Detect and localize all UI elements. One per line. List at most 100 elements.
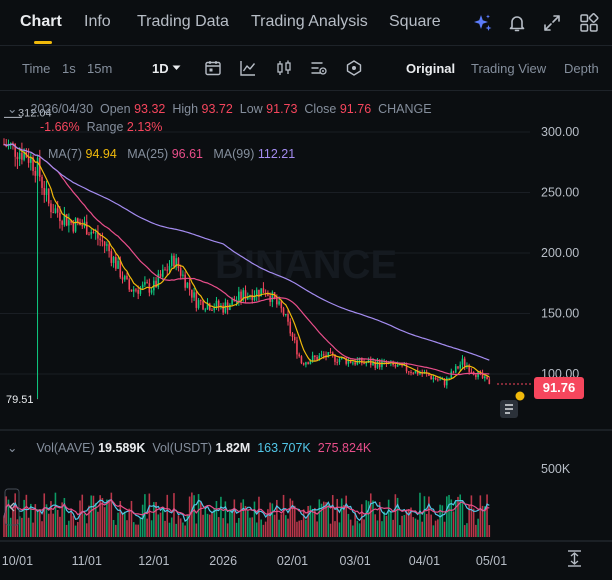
candle-body — [246, 296, 249, 300]
volume-bar — [461, 500, 464, 537]
volume-bar — [164, 520, 166, 537]
volume-bar — [428, 496, 430, 537]
expand-icon[interactable] — [541, 12, 563, 34]
volume-bar — [94, 503, 97, 537]
volume-bar — [65, 524, 68, 537]
view-depth[interactable]: Depth — [564, 61, 599, 76]
volume-bar — [231, 509, 233, 537]
tab-trading-data[interactable]: Trading Data — [137, 13, 229, 30]
volume-bar — [356, 520, 359, 537]
vol-legend-toggle-icon[interactable]: ⌄ — [7, 441, 18, 455]
grid-icon[interactable] — [578, 12, 600, 34]
drawing-icon[interactable] — [345, 59, 363, 77]
candle-body — [376, 360, 379, 368]
candlestick-chart[interactable]: BINANCE300.00250.00200.00150.00100.00500… — [0, 92, 612, 580]
candle-body — [407, 371, 410, 373]
ma7-line — [3, 143, 490, 381]
volume-bar — [334, 521, 336, 537]
candle-body — [296, 340, 298, 355]
volume-bar — [179, 518, 182, 537]
candle-body — [396, 365, 399, 367]
volume-bar — [412, 517, 415, 537]
ohlc-legend: ⌄ 2026/04/30 Open 93.32 High 93.72 Low 9… — [7, 101, 432, 116]
time-tick-label: 12/01 — [138, 554, 169, 568]
volume-bar — [450, 499, 453, 537]
candle-body — [77, 218, 79, 222]
candle-body — [251, 295, 254, 300]
volume-bar — [298, 520, 300, 537]
volume-bar — [405, 509, 408, 537]
candle-body — [61, 221, 63, 225]
volume-bar — [381, 521, 383, 537]
candle-body — [340, 357, 343, 360]
time-tick-label: 04/01 — [409, 554, 440, 568]
legend-toggle-icon[interactable]: ⌄ — [7, 102, 18, 116]
calendar-icon[interactable] — [204, 59, 222, 77]
volume-bar — [446, 496, 448, 537]
active-tab-indicator — [34, 41, 52, 44]
candle-body — [329, 352, 332, 354]
scroll-left-handle[interactable] — [4, 488, 20, 526]
volume-bar — [115, 524, 117, 537]
price-tick-label: 300.00 — [541, 125, 579, 139]
volume-bar — [184, 525, 186, 537]
volume-bar — [63, 497, 66, 537]
candle-body — [484, 376, 486, 379]
candle-body — [14, 143, 16, 157]
sparkle-icon[interactable] — [472, 12, 494, 34]
volume-bar — [128, 508, 131, 537]
candle-body — [244, 290, 247, 300]
volume-bar — [372, 500, 374, 537]
volume-bar — [410, 507, 412, 537]
settings-icon[interactable] — [310, 59, 328, 77]
ma99-value: 112.21 — [257, 147, 296, 161]
volume-bar — [477, 518, 479, 537]
candle-body — [115, 257, 117, 269]
volume-bar — [229, 510, 231, 537]
chevron-down-icon[interactable] — [172, 65, 181, 71]
volume-bar — [358, 523, 361, 537]
fit-scale-icon[interactable] — [568, 550, 581, 567]
time-label[interactable]: Time — [22, 61, 51, 76]
candle-body — [168, 266, 171, 271]
tab-trading-analysis[interactable]: Trading Analysis — [251, 13, 368, 30]
volume-bar — [235, 522, 238, 537]
volume-bar — [470, 495, 473, 537]
candle-type-icon[interactable] — [275, 59, 293, 77]
bell-icon[interactable] — [506, 12, 528, 34]
volume-bar — [374, 514, 377, 537]
tab-info[interactable]: Info — [84, 13, 111, 30]
view-original[interactable]: Original — [406, 61, 456, 76]
volume-bar — [414, 518, 417, 537]
volume-bar — [5, 496, 8, 537]
time-tick-label: 10/01 — [2, 554, 33, 568]
volume-bar — [479, 495, 482, 537]
candle-body — [475, 374, 477, 378]
candle-body — [229, 304, 231, 311]
price-tick-label: 150.00 — [541, 307, 579, 321]
tab-square[interactable]: Square — [389, 13, 441, 30]
candle-body — [123, 275, 126, 280]
volume-bar — [16, 519, 19, 537]
candle-body — [309, 361, 312, 365]
candle-body — [280, 301, 283, 309]
volume-bar — [354, 512, 356, 537]
chevron-left-icon[interactable] — [9, 502, 15, 512]
ohlc-date: 2026/04/30 — [30, 102, 94, 116]
ma25-label: MA(25) — [127, 147, 169, 161]
interval-15m[interactable]: 15m — [87, 61, 113, 76]
interval-selector[interactable]: 1D — [152, 61, 169, 76]
volume-bar — [416, 519, 419, 537]
view-trading-view[interactable]: Trading View — [471, 61, 547, 76]
interval-1s[interactable]: 1s — [62, 61, 76, 76]
candle-body — [334, 354, 336, 362]
indicator-icon[interactable] — [239, 59, 257, 77]
volume-bar — [383, 511, 385, 537]
volume-bar — [454, 500, 457, 537]
candle-body — [206, 303, 209, 310]
tab-chart[interactable]: Chart — [20, 13, 62, 30]
candle-body — [56, 208, 59, 213]
volume-bar — [367, 501, 370, 537]
volume-bar — [197, 494, 200, 537]
volume-bar — [85, 523, 88, 537]
